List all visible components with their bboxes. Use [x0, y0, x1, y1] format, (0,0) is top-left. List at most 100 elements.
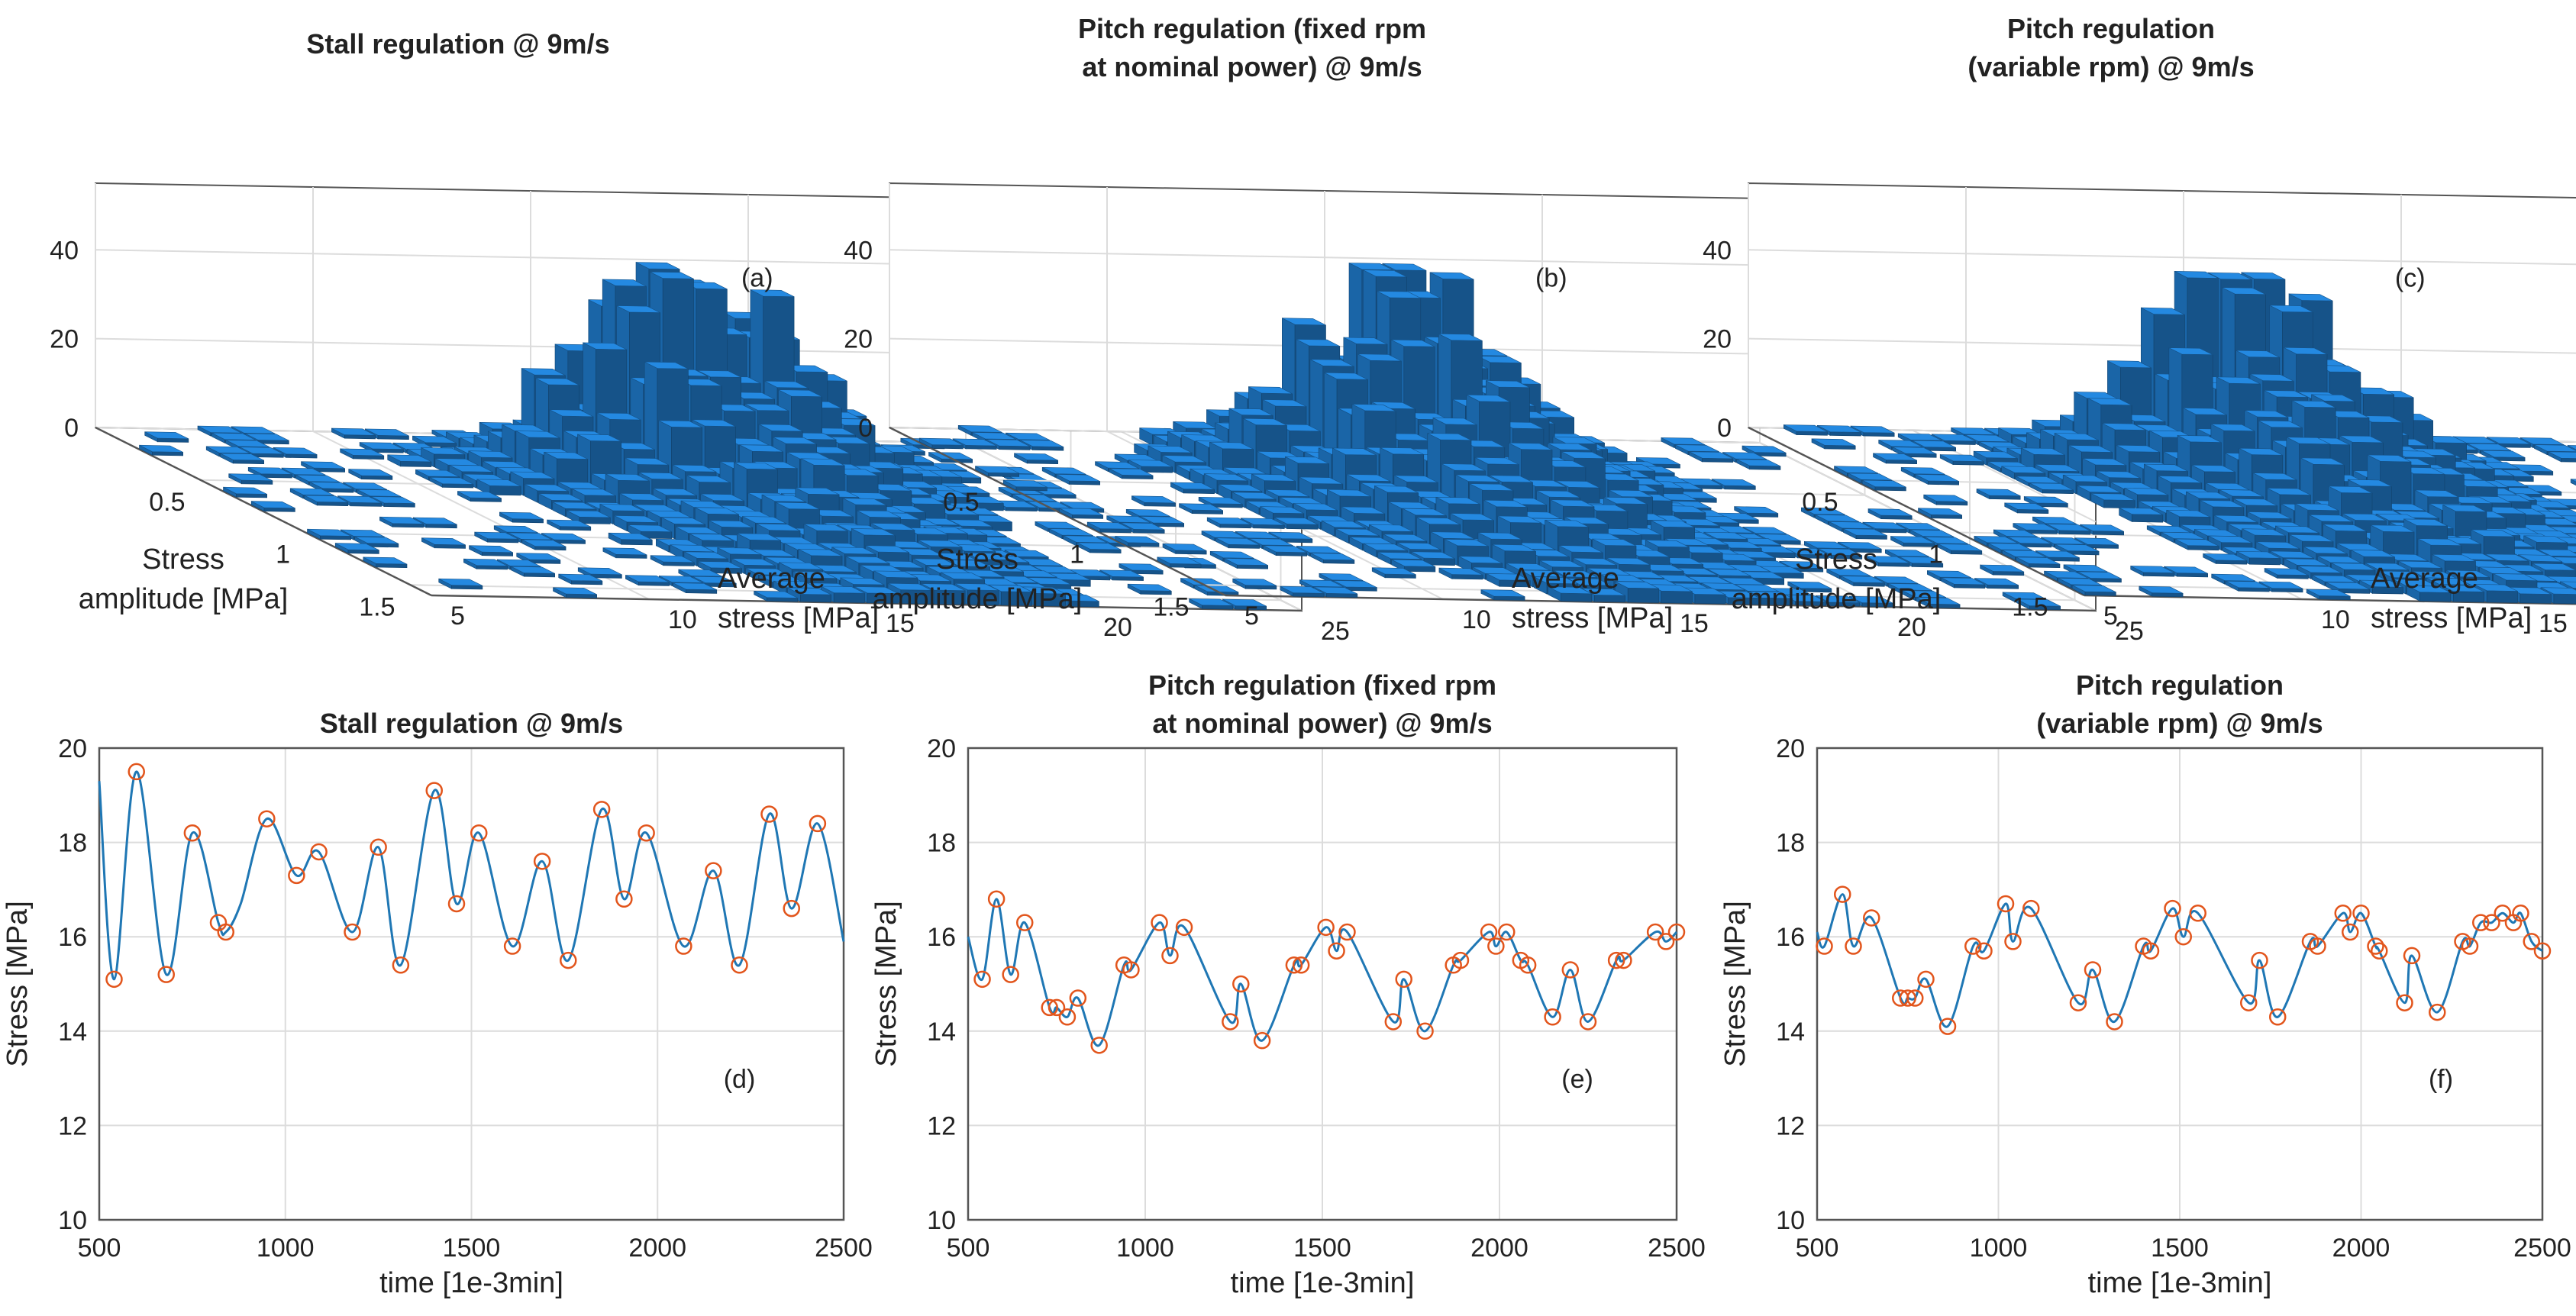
bar-face — [469, 545, 513, 553]
extremum-marker — [760, 805, 778, 823]
bar-face — [1012, 494, 1057, 502]
bar-face — [602, 279, 647, 287]
bar-face — [2560, 581, 2576, 589]
bar-face — [756, 523, 801, 531]
extremum-marker — [731, 956, 748, 974]
extremum-marker — [1667, 923, 1686, 941]
bar-face — [1545, 520, 1589, 527]
x-tick-label: 1.5 — [2012, 592, 2048, 621]
bar-face — [1874, 576, 1919, 584]
bar-face — [1973, 450, 2018, 459]
x-tick-label: 2500 — [815, 1234, 873, 1263]
bar-face — [1099, 569, 1144, 578]
bar-face — [1222, 598, 1267, 607]
bar-face — [1120, 522, 1165, 531]
bar-face — [851, 528, 896, 536]
bar-face — [695, 507, 739, 515]
bar-face — [2275, 525, 2319, 534]
extremum-marker — [447, 895, 466, 913]
bar-face — [544, 452, 588, 460]
bar-face — [1343, 337, 1388, 345]
extremum-marker — [2352, 905, 2370, 922]
bar-face — [341, 529, 385, 537]
extremum-marker — [2512, 905, 2529, 922]
bar-face — [1059, 508, 1103, 516]
bar-face — [251, 501, 295, 508]
bar-face — [1162, 543, 1207, 551]
extremum-marker — [2472, 914, 2490, 931]
bar-face — [421, 447, 465, 455]
x-tick-label: 500 — [78, 1234, 121, 1263]
extremum-marker — [1395, 970, 1412, 989]
x-tick-label: 1000 — [1116, 1234, 1174, 1263]
bar-face — [354, 536, 399, 544]
chart-title: at nominal power) @ 9m/s — [1152, 708, 1492, 739]
bar-face — [1351, 404, 1396, 411]
bar-face — [764, 380, 809, 389]
bar-face — [1592, 538, 1637, 547]
bar-face — [348, 469, 393, 476]
bar-face — [538, 493, 583, 502]
bar-face — [1567, 578, 1612, 586]
bar-face — [2183, 408, 2227, 415]
extremum-marker — [1328, 942, 1345, 960]
extremum-marker — [2142, 942, 2160, 960]
x-tick-label: 1 — [276, 540, 290, 569]
x-tick-label: 1500 — [443, 1234, 501, 1263]
bar-face — [1941, 577, 1985, 585]
y-tick-label: 5 — [1244, 602, 1259, 631]
bar-face — [549, 409, 594, 418]
y-tick-label: 10 — [1462, 605, 1491, 634]
bar-face — [1260, 506, 1304, 514]
y-axis-label: Average — [2371, 563, 2478, 595]
y-tick-label: 20 — [1103, 613, 1132, 642]
bar-face — [750, 289, 795, 297]
bar-face — [1902, 590, 1946, 598]
extremum-marker — [2494, 905, 2511, 922]
bar-face — [2258, 420, 2303, 428]
bar-face — [1262, 399, 1307, 407]
bar-face — [1867, 508, 1913, 517]
bar-face — [1372, 567, 1416, 576]
bar-face — [1004, 550, 1049, 557]
bar-face — [1382, 263, 1427, 271]
bar-face — [1896, 522, 1940, 531]
bar-face — [2306, 589, 2351, 597]
bar-face — [2241, 272, 2286, 280]
bar-face — [1106, 515, 1151, 524]
x-tick-label: 2500 — [1648, 1234, 1706, 1263]
bar-face — [831, 547, 876, 555]
bar-face — [614, 515, 658, 523]
bar-face — [1390, 339, 1435, 347]
bar-face — [1816, 595, 1860, 603]
extremum-marker — [1338, 923, 1356, 941]
bar-face — [965, 553, 1010, 560]
bar-face — [1555, 480, 1600, 489]
bar-face — [2348, 479, 2392, 487]
extremum-marker — [183, 824, 202, 842]
bar-face — [2255, 541, 2300, 550]
bar-face — [499, 511, 544, 520]
bar-face — [2021, 447, 2065, 456]
bar-face — [1915, 474, 1959, 482]
bar-face — [616, 305, 660, 313]
bar-face — [742, 516, 786, 524]
bar-face — [1140, 516, 1184, 524]
extremum-marker — [560, 951, 577, 969]
x-axis-label: time [1e-3min] — [379, 1267, 563, 1299]
x-axis-label: Stress — [142, 543, 224, 576]
bar-face — [1243, 418, 1287, 426]
bar-face — [776, 502, 820, 510]
bar-face — [919, 437, 964, 446]
y-tick-label: 5 — [2103, 602, 2118, 631]
bar-face — [1383, 534, 1427, 542]
bar-face — [1508, 442, 1553, 450]
extremum-marker — [2106, 1013, 2123, 1031]
bar-face — [972, 432, 1016, 440]
extremum-marker — [1938, 1018, 1957, 1035]
bar-face — [2398, 560, 2442, 569]
extremum-marker — [1384, 1013, 1403, 1031]
bar-face — [833, 592, 865, 603]
panel-annotation: (b) — [1535, 264, 1567, 293]
bar-face — [1019, 440, 1064, 447]
